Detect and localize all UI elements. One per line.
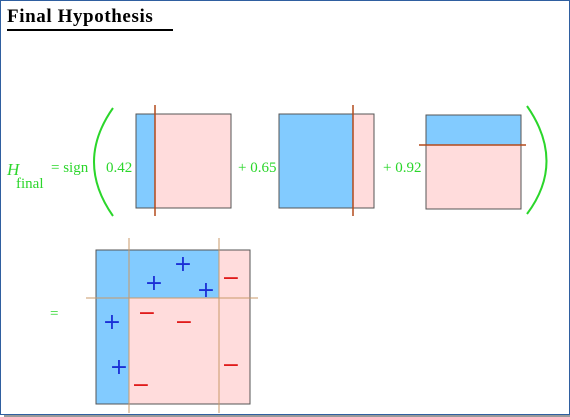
classifier-2-positive-region [279,114,353,208]
combined-positive-region-top [96,250,219,298]
classifier-3-positive-region [426,115,521,145]
sign-label: = sign [51,160,89,176]
minus-mark: − [175,310,193,335]
combined-border [95,249,251,405]
h-subscript: final [16,176,44,192]
classifier-3-negative-region [426,145,521,209]
minus-mark: − [138,301,156,326]
classifier-2-negative-region [353,114,374,208]
plus-mark: + [110,355,128,380]
left-parenthesis [93,107,114,217]
plus-mark: + [174,252,192,277]
classifier-1-positive-region [136,114,155,208]
h-letter: H [6,160,21,179]
minus-mark: − [132,373,150,398]
weak-classifier-2 [278,105,375,216]
classifier-1-negative-region [155,114,231,208]
weak-classifier-3 [419,114,526,210]
combined-classifier: + + + + + − − − − − [86,238,258,413]
plus-mark: + [145,271,163,296]
minus-mark: − [222,353,240,378]
weight-1: 0.42 [106,160,132,176]
combined-positive-region-left [96,298,129,404]
equals-sign: = [50,306,58,322]
right-parenthesis [526,105,548,215]
weak-classifier-1 [135,105,232,216]
slide-title: Final Hypothesis [7,6,154,27]
classifier-3-border [425,114,522,210]
classifier-2-border [278,113,375,209]
plus-mark: + [197,278,215,303]
weight-2: + 0.65 [238,160,276,176]
plus-mark: + [103,310,121,335]
weight-3: + 0.92 [383,160,421,176]
title-underline [7,29,173,31]
classifier-1-border [135,113,232,209]
minus-mark: − [222,266,240,291]
